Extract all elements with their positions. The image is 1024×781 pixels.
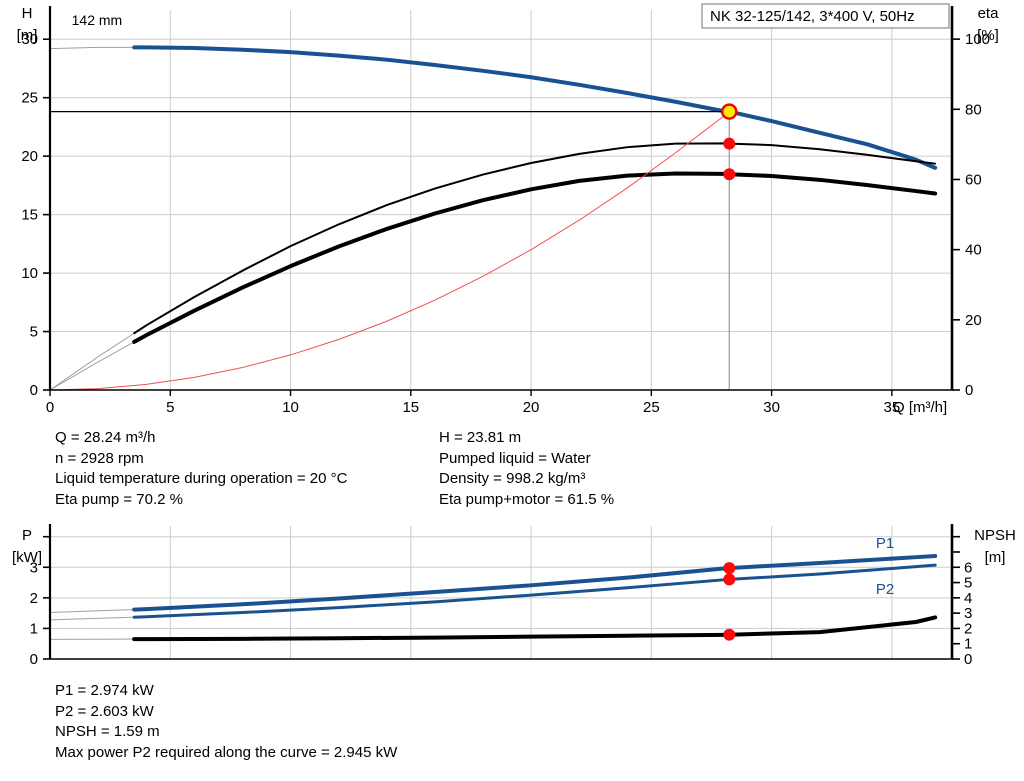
y2-tick-label: 80 <box>965 101 982 118</box>
curves <box>49 553 938 642</box>
npsh-duty-point-marker[interactable] <box>723 628 736 641</box>
chart-title-box: NK 32-125/142, 3*400 V, 50Hz <box>701 3 950 29</box>
curves <box>49 45 938 391</box>
y2-tick-label: 0 <box>964 651 972 668</box>
y-tick-label: 5 <box>30 324 38 341</box>
duty-info-right-line-2: Pumped liquid = Water <box>439 449 591 467</box>
curve-head-142-mm-thin <box>49 46 135 50</box>
axes: 0 5 10 15 20 25 30 0 20 40 60 80 100 0 5 10 15 20 25 30 35 <box>21 6 990 416</box>
curve-p2-thin <box>49 616 135 621</box>
grid-lines <box>50 10 952 390</box>
y-axis-unit: [kW] <box>12 549 42 566</box>
power-info-line-2: P2 = 2.603 kW <box>55 702 154 720</box>
y2-tick-label: 5 <box>964 575 972 592</box>
y2-tick-label: 6 <box>964 559 972 576</box>
curve-head-142-mm <box>132 45 938 170</box>
duty-point-marker[interactable] <box>721 103 738 120</box>
p1-series-label: P1 <box>876 535 894 552</box>
y-axis-title: P <box>22 527 32 544</box>
y-tick-label: 0 <box>30 382 38 399</box>
curve-eta-pump <box>133 142 937 335</box>
duty-info-right-line-1: H = 23.81 m <box>439 429 522 446</box>
y2-tick-label: 2 <box>964 620 972 637</box>
x-tick-label: 15 <box>402 399 419 416</box>
y2-tick-label: 20 <box>965 312 982 329</box>
power-info-line-4: Max power P2 required along the curve = … <box>55 743 398 761</box>
curve-eta-pump-motor-thin <box>49 341 135 391</box>
y2-tick-label: 60 <box>965 171 982 188</box>
title-box-frame <box>701 3 950 29</box>
y-tick-label: 0 <box>30 651 38 668</box>
x-tick-label: 35 <box>884 399 901 416</box>
duty-info-right-line-4: Eta pump+motor = 61.5 % <box>439 490 615 508</box>
curve-p2 <box>132 563 937 619</box>
duty-point-markers <box>721 103 738 181</box>
power-info-block: P1 = 2.974 kW P2 = 2.603 kW NPSH = 1.59 m M… <box>55 681 397 763</box>
y-axis-title: H <box>22 5 33 22</box>
y2-axis-unit: [m] <box>985 549 1006 566</box>
eta-pump-motor-point-marker[interactable] <box>723 168 736 181</box>
duty-point-info-left: Q = 28.24 m³/h n = 2928 rpm Liquid tempera… <box>55 428 347 510</box>
grid-lines <box>50 526 952 659</box>
y-tick-label: 1 <box>30 620 38 637</box>
curve-eta-pump-thin <box>49 332 135 391</box>
y-tick-label: 15 <box>21 207 38 224</box>
y2-tick-label: 100 <box>965 31 990 48</box>
y2-axis-title: NPSH <box>974 527 1016 544</box>
duty-point-markers <box>723 562 736 641</box>
y2-axis-unit: [%] <box>977 27 999 44</box>
curve-eta-pump-motor <box>132 171 938 344</box>
x-tick-label: 5 <box>166 399 174 416</box>
x-axis-title: Q [m³/h] <box>893 399 947 416</box>
duty-guide-lines <box>50 111 730 390</box>
power-info-line-3: NPSH = 1.59 m <box>55 723 160 740</box>
duty-info-right-line-3: Density = 998.2 kg/m³ <box>439 470 586 487</box>
x-tick-label: 20 <box>523 399 540 416</box>
curve-npsh <box>132 615 938 642</box>
p2-duty-point-marker[interactable] <box>723 573 736 586</box>
head-eta-chart: 0 5 10 15 20 25 30 0 20 40 60 80 100 0 5 10 15 20 25 30 35 H [… <box>17 3 1000 416</box>
y-tick-label: 10 <box>21 265 38 282</box>
curve-p1-thin <box>49 609 135 614</box>
curve-p1 <box>132 553 938 612</box>
duty-info-left-line-2: n = 2928 rpm <box>55 449 144 467</box>
p1-duty-point-marker[interactable] <box>723 562 736 575</box>
y-tick-label: 2 <box>30 590 38 607</box>
eta-pump-point-marker[interactable] <box>723 137 736 150</box>
x-tick-label: 30 <box>763 399 780 416</box>
p2-series-label: P2 <box>876 581 894 598</box>
y-tick-label: 30 <box>21 31 38 48</box>
x-tick-label: 10 <box>282 399 299 416</box>
y2-tick-label: 3 <box>964 605 972 622</box>
y2-tick-label: 4 <box>964 590 972 607</box>
x-tick-label: 0 <box>46 399 54 416</box>
x-tick-label: 25 <box>643 399 660 416</box>
power-info-line-1: P1 = 2.974 kW <box>55 682 154 699</box>
y2-axis-title: eta <box>978 5 1000 22</box>
duty-point-info-right: H = 23.81 m Pumped liquid = Water Density … <box>439 428 614 510</box>
y2-tick-label: 40 <box>965 242 982 259</box>
chart-title-text: NK 32-125/142, 3*400 V, 50Hz <box>710 8 915 25</box>
y2-tick-label: 1 <box>964 636 972 653</box>
y-tick-label: 20 <box>21 148 38 165</box>
y2-tick-label: 0 <box>965 382 973 399</box>
impeller-size-label: 142 mm <box>72 12 123 28</box>
y-tick-label: 3 <box>30 559 38 576</box>
curve-resistance-curve <box>49 111 730 391</box>
duty-info-left-line-1: Q = 28.24 m³/h <box>55 429 156 446</box>
duty-info-left-line-3: Liquid temperature during operation = 20… <box>55 470 348 487</box>
duty-info-left-line-4: Eta pump = 70.2 % <box>55 490 183 508</box>
y-axis-unit: [m] <box>17 27 38 44</box>
y-tick-label: 25 <box>21 90 38 107</box>
